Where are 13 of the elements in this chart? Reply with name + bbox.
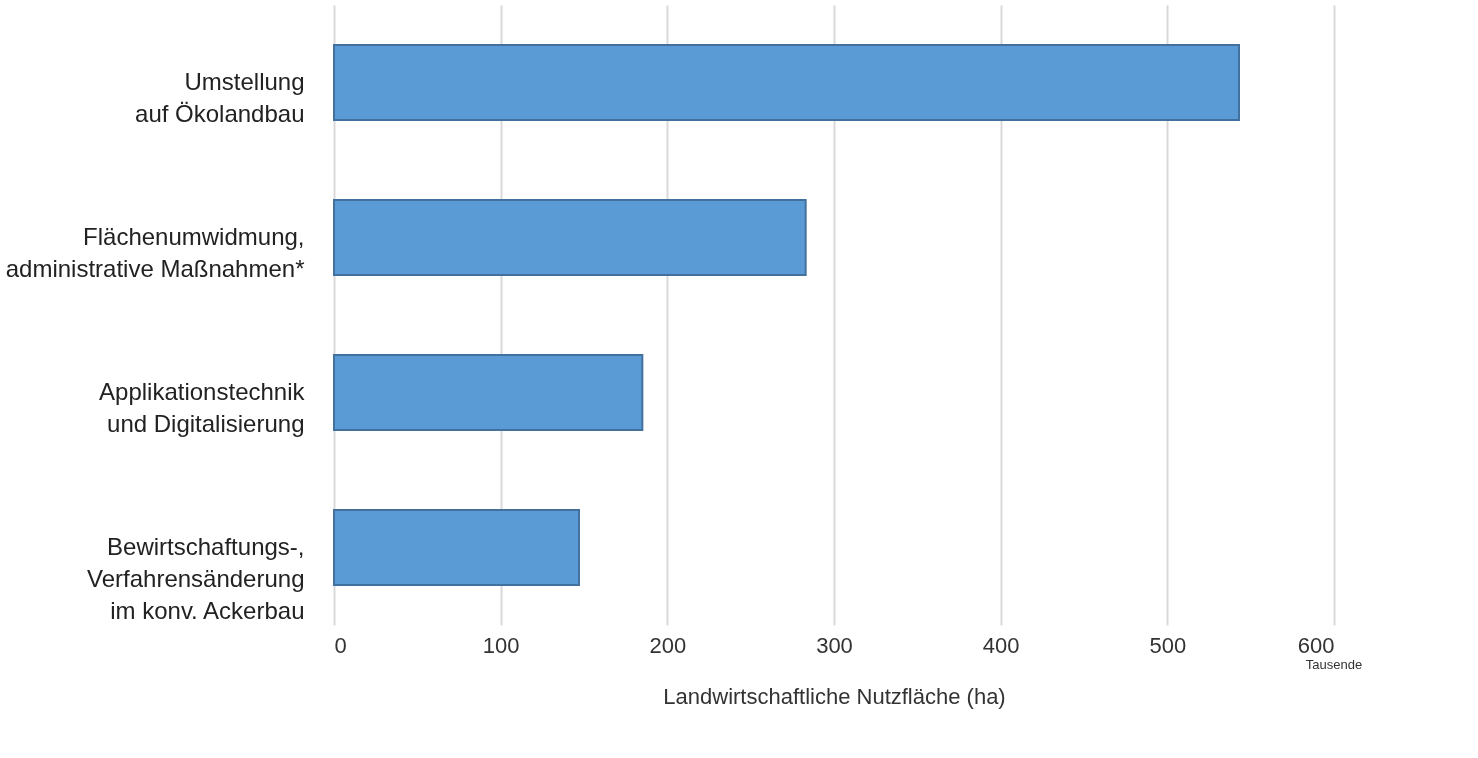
- x-axis-title: Landwirtschaftliche Nutzfläche (ha): [663, 683, 1006, 709]
- x-tick-label: 500: [1149, 632, 1187, 658]
- x-tick-label: 600: [1297, 632, 1335, 658]
- y-tick-label: Flächenumwidmung, administrative Maßnahmen*: [5, 222, 305, 282]
- x-tick-label: 300: [816, 632, 853, 658]
- y-tick-label: Applikationstechnik und Digitalisierung: [99, 377, 306, 437]
- y-tick-label: Umstellung auf Ökolandbau: [135, 67, 305, 127]
- text: Tausende: [1305, 657, 1363, 672]
- x-tick-label: 200: [649, 632, 687, 658]
- x-tick-label: 0: [334, 632, 347, 658]
- x-tick-label: 100: [482, 632, 520, 658]
- y-tick-label: Bewirtschaftungs-, Verfahrensänderung im konv. Ackerbau: [87, 532, 305, 624]
- x-tick-label: 400: [982, 632, 1020, 658]
